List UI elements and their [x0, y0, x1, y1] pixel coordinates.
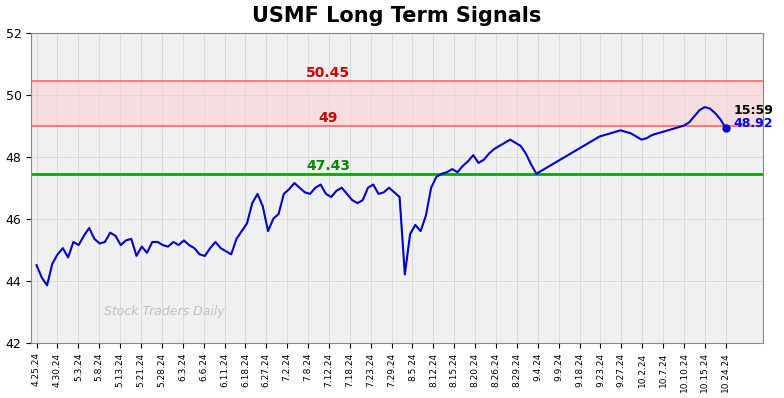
Text: 49: 49	[318, 111, 338, 125]
Text: 15:59: 15:59	[734, 104, 774, 117]
Text: 47.43: 47.43	[307, 159, 350, 173]
Title: USMF Long Term Signals: USMF Long Term Signals	[252, 6, 542, 25]
Text: 48.92: 48.92	[734, 117, 773, 130]
Text: Stock Traders Daily: Stock Traders Daily	[104, 305, 225, 318]
Text: 50.45: 50.45	[307, 66, 350, 80]
